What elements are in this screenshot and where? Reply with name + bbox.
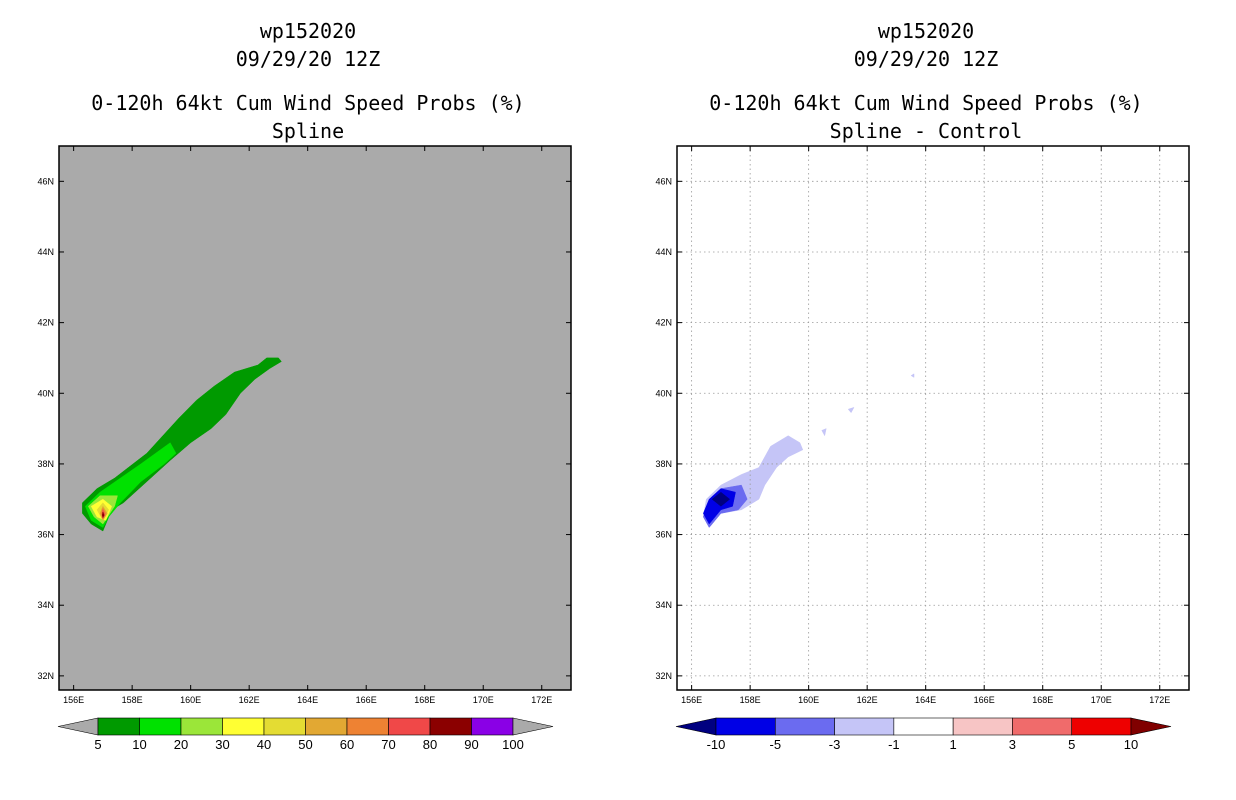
x-tick-label-3: 162E — [239, 695, 260, 705]
y-tick-label-6: 44N — [37, 247, 54, 257]
colorbar-label-2: -3 — [829, 737, 841, 752]
left-panel-spline: wp152020 09/29/20 12Z 0-120h 64kt Cum Wi… — [37, 19, 572, 752]
right-panel-difference: wp152020 09/29/20 12Z 0-120h 64kt Cum Wi… — [655, 19, 1190, 752]
colorbar-right-arrow — [1130, 717, 1172, 736]
y-tick-label-4: 40N — [655, 388, 672, 398]
x-tick-label-2: 160E — [180, 695, 201, 705]
x-tick-label-1: 158E — [740, 695, 761, 705]
colorbar-label-8: 80 — [423, 737, 437, 752]
colorbar-label-6: 60 — [340, 737, 354, 752]
y-tick-label-1: 34N — [655, 600, 672, 610]
colorbar-label-10: 100 — [502, 737, 524, 752]
x-tick-label-6: 168E — [414, 695, 435, 705]
colorbar-label-0: -10 — [707, 737, 726, 752]
y-tick-label-2: 36N — [655, 530, 672, 540]
y-tick-label-5: 42N — [37, 318, 54, 328]
plot-area — [677, 146, 1189, 690]
colorbar-swatch-4 — [263, 717, 306, 736]
x-tick-label-7: 170E — [1091, 695, 1112, 705]
y-tick-label-3: 38N — [655, 459, 672, 469]
colorbar-swatch-7 — [388, 717, 431, 736]
colorbar-label-3: 30 — [215, 737, 229, 752]
left-title-date: 09/29/20 12Z — [236, 47, 381, 71]
right-title-date: 09/29/20 12Z — [854, 47, 999, 71]
colorbar-left-arrow — [675, 717, 717, 736]
colorbar-swatch-8 — [429, 717, 472, 736]
colorbar-label-9: 90 — [464, 737, 478, 752]
colorbar-label-5: 50 — [298, 737, 312, 752]
contour-1-6 — [711, 491, 731, 507]
plot-area — [59, 146, 571, 690]
x-tick-label-8: 172E — [531, 695, 552, 705]
right-title-product: 0-120h 64kt Cum Wind Speed Probs (%) — [709, 91, 1142, 115]
colorbar-swatch-0 — [715, 717, 776, 736]
colorbar-right-arrow — [512, 717, 554, 736]
plot-frame — [58, 145, 572, 691]
colorbar-swatch-5 — [1012, 717, 1073, 736]
y-tick-label-0: 32N — [655, 671, 672, 681]
x-tick-label-0: 156E — [63, 695, 84, 705]
colorbar-swatch-1 — [774, 717, 835, 736]
colorbar-swatch-3 — [222, 717, 265, 736]
x-tick-label-3: 162E — [857, 695, 878, 705]
colorbar-label-1: 10 — [132, 737, 146, 752]
x-tick-label-5: 166E — [356, 695, 377, 705]
left-title-method: Spline — [272, 119, 344, 143]
x-tick-label-4: 164E — [297, 695, 318, 705]
x-tick-label-5: 166E — [974, 695, 995, 705]
colorbar-swatch-3 — [893, 717, 954, 736]
y-tick-label-4: 40N — [37, 388, 54, 398]
colorbar-swatch-1 — [139, 717, 182, 736]
colorbar-label-2: 20 — [174, 737, 188, 752]
colorbar-label-7: 10 — [1124, 737, 1138, 752]
contour-1-2 — [847, 406, 855, 414]
x-tick-label-1: 158E — [122, 695, 143, 705]
x-tick-label-0: 156E — [681, 695, 702, 705]
x-tick-label-6: 168E — [1032, 695, 1053, 705]
left-title-product: 0-120h 64kt Cum Wind Speed Probs (%) — [91, 91, 524, 115]
y-tick-label-0: 32N — [37, 671, 54, 681]
colorbar-label-4: 1 — [950, 737, 957, 752]
x-tick-label-2: 160E — [798, 695, 819, 705]
colorbar-label-6: 5 — [1068, 737, 1075, 752]
right-title-method: Spline - Control — [830, 119, 1023, 143]
contour-1-1 — [821, 428, 827, 437]
colorbar-swatch-5 — [305, 717, 348, 736]
colorbar-label-3: -1 — [888, 737, 900, 752]
x-tick-label-8: 172E — [1149, 695, 1170, 705]
colorbar-swatch-2 — [834, 717, 895, 736]
plot-frame — [676, 145, 1190, 691]
x-tick-label-4: 164E — [915, 695, 936, 705]
y-tick-label-7: 46N — [655, 176, 672, 186]
contour-0-8 — [102, 511, 105, 519]
colorbar-swatch-4 — [952, 717, 1013, 736]
x-tick-label-7: 170E — [473, 695, 494, 705]
y-tick-label-2: 36N — [37, 530, 54, 540]
y-tick-label-7: 46N — [37, 176, 54, 186]
colorbar-label-7: 70 — [381, 737, 395, 752]
colorbar-swatch-6 — [346, 717, 389, 736]
left-title-storm: wp152020 — [260, 19, 356, 43]
colorbar-label-1: -5 — [770, 737, 782, 752]
contour-1-3 — [910, 373, 915, 378]
y-tick-label-6: 44N — [655, 247, 672, 257]
colorbar-label-5: 3 — [1009, 737, 1016, 752]
colorbar-swatch-2 — [180, 717, 223, 736]
right-title-storm: wp152020 — [878, 19, 974, 43]
colorbar-label-0: 5 — [94, 737, 101, 752]
y-tick-label-5: 42N — [655, 318, 672, 328]
colorbar-label-4: 40 — [257, 737, 271, 752]
y-tick-label-1: 34N — [37, 600, 54, 610]
colorbar-swatch-0 — [97, 717, 140, 736]
colorbar-swatch-9 — [471, 717, 514, 736]
colorbar-left-arrow — [57, 717, 99, 736]
y-tick-label-3: 38N — [37, 459, 54, 469]
colorbar-swatch-6 — [1071, 717, 1132, 736]
